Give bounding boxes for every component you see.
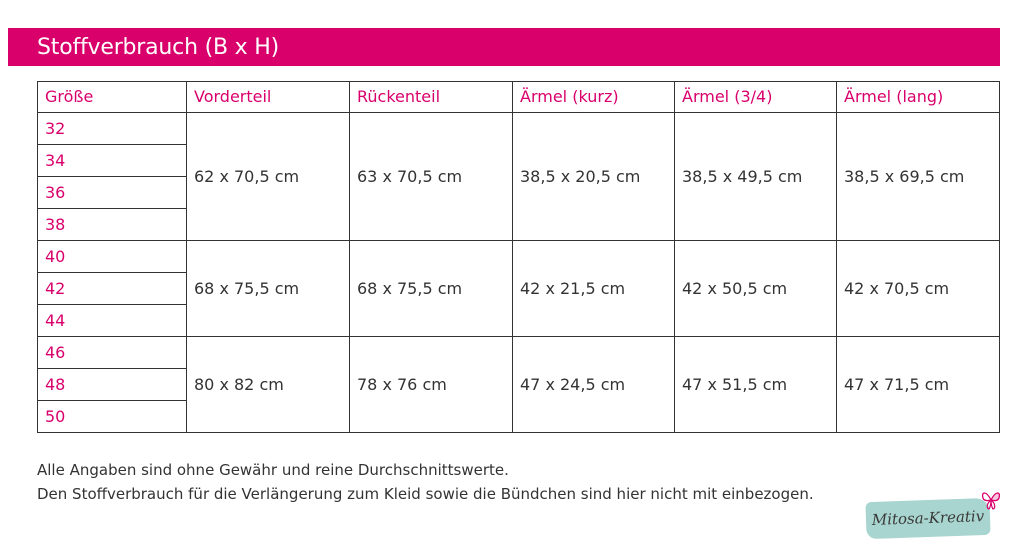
header-back: Rückenteil — [349, 81, 513, 113]
table-row: 46 80 x 82 cm 78 x 76 cm 47 x 24,5 cm 47… — [37, 336, 1000, 433]
size-cell: 36 — [37, 176, 187, 209]
table-header-row: Größe Vorderteil Rückenteil Ärmel (kurz)… — [37, 81, 1000, 113]
fabric-consumption-table: Größe Vorderteil Rückenteil Ärmel (kurz)… — [37, 81, 1000, 433]
table-row: 40 68 x 75,5 cm 68 x 75,5 cm 42 x 21,5 c… — [37, 240, 1000, 337]
brand-logo-text: Mitosa-Kreativ — [871, 507, 985, 529]
butterfly-icon — [981, 492, 1001, 510]
sleeve-long-value: 42 x 70,5 cm — [836, 240, 1000, 337]
table-row: 36 — [37, 176, 1000, 209]
sleeve-short-value: 47 x 24,5 cm — [512, 336, 675, 433]
sleeve-three-quarter-value: 42 x 50,5 cm — [674, 240, 837, 337]
table-row: 50 — [37, 400, 1000, 433]
size-cell: 50 — [37, 400, 187, 433]
table-row: 32 62 x 70,5 cm 63 x 70,5 cm 38,5 x 20,5… — [37, 112, 1000, 241]
header-sleeve-long: Ärmel (lang) — [836, 81, 1000, 113]
table-row: 48 — [37, 368, 1000, 401]
size-cell: 44 — [37, 304, 187, 337]
sleeve-long-value: 38,5 x 69,5 cm — [836, 112, 1000, 241]
front-value: 62 x 70,5 cm — [186, 112, 350, 241]
brand-logo: Mitosa-Kreativ — [865, 497, 991, 540]
back-value: 78 x 76 cm — [349, 336, 513, 433]
size-cell: 32 — [37, 112, 187, 145]
size-cell: 38 — [37, 208, 187, 241]
front-value: 68 x 75,5 cm — [186, 240, 350, 337]
back-value: 68 x 75,5 cm — [349, 240, 513, 337]
header-size: Größe — [37, 81, 187, 113]
size-cell: 46 — [37, 336, 187, 369]
disclaimer-line-1: Alle Angaben sind ohne Gewähr und reine … — [37, 461, 509, 479]
size-cell: 42 — [37, 272, 187, 305]
title-bar: Stoffverbrauch (B x H) — [8, 28, 1000, 66]
size-cell: 34 — [37, 144, 187, 177]
sleeve-three-quarter-value: 38,5 x 49,5 cm — [674, 112, 837, 241]
disclaimer-notes: Alle Angaben sind ohne Gewähr und reine … — [37, 458, 897, 506]
sleeve-short-value: 38,5 x 20,5 cm — [512, 112, 675, 241]
front-value: 80 x 82 cm — [186, 336, 350, 433]
sleeve-short-value: 42 x 21,5 cm — [512, 240, 675, 337]
table-row: 42 — [37, 272, 1000, 305]
size-cell: 40 — [37, 240, 187, 273]
disclaimer-line-2: Den Stoffverbrauch für die Verlängerung … — [37, 485, 814, 503]
table-row: 34 — [37, 144, 1000, 177]
back-value: 63 x 70,5 cm — [349, 112, 513, 241]
table-row: 44 — [37, 304, 1000, 337]
header-sleeve-three-quarter: Ärmel (3/4) — [674, 81, 837, 113]
size-cell: 48 — [37, 368, 187, 401]
sleeve-three-quarter-value: 47 x 51,5 cm — [674, 336, 837, 433]
header-sleeve-short: Ärmel (kurz) — [512, 81, 675, 113]
page-title: Stoffverbrauch (B x H) — [37, 35, 280, 60]
header-front: Vorderteil — [186, 81, 350, 113]
sleeve-long-value: 47 x 71,5 cm — [836, 336, 1000, 433]
